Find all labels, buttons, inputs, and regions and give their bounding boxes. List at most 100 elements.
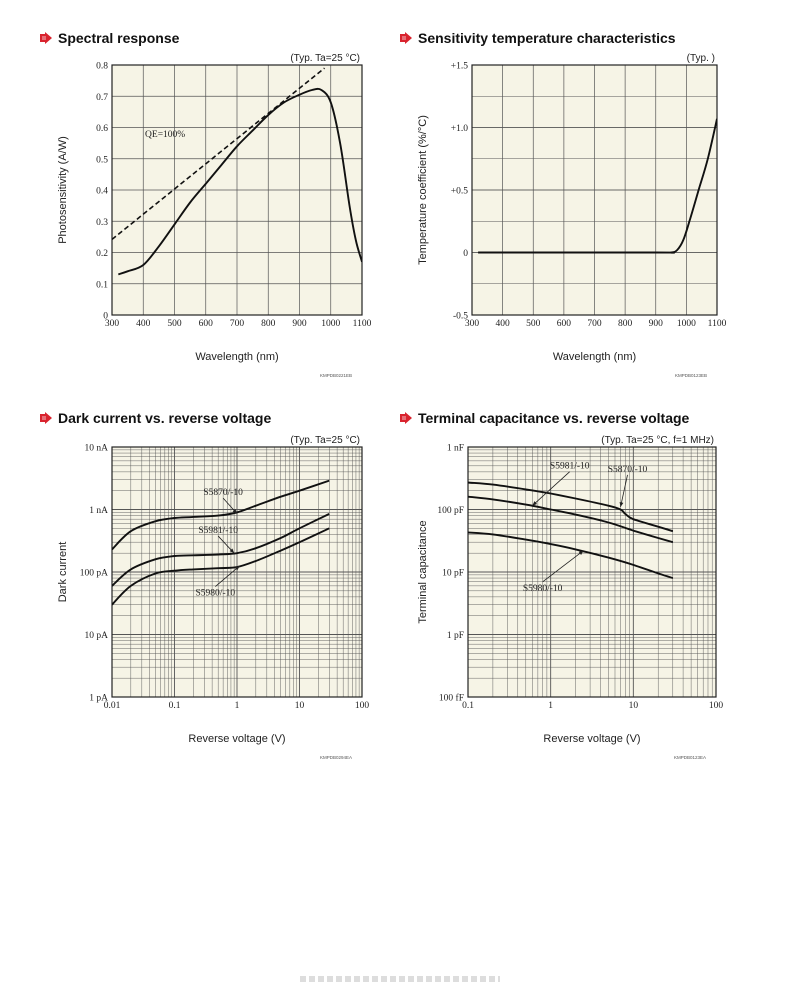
y-axis-label: Terminal capacitance: [417, 520, 429, 623]
grid: [467, 447, 716, 698]
y-tick-label: 1 nF: [447, 444, 464, 454]
y-tick-label: 10 pA: [85, 631, 109, 641]
series-line: [478, 118, 717, 254]
figure-code: KMPDB0221EB: [320, 373, 352, 378]
x-tick-label: 800: [261, 319, 276, 329]
y-tick-label: 0.7: [96, 93, 108, 103]
y-tick-label: 1 pA: [89, 694, 108, 704]
condition-label: (Typ. Ta=25 °C, f=1 MHz): [601, 435, 714, 446]
annotation-leader: [620, 474, 628, 507]
annotation-label: S5981/-10: [198, 526, 238, 536]
y-tick-label: 0.5: [96, 155, 108, 165]
x-tick-label: 400: [136, 319, 151, 329]
chart-title: Terminal capacitance vs. reverse voltage: [418, 410, 690, 426]
x-tick-label: 1000: [321, 319, 340, 329]
y-axis-label: Photosensitivity (A/W): [57, 136, 69, 244]
y-axis-label: Temperature coefficient (%/°C): [417, 115, 429, 265]
x-tick-label: 0.1: [462, 701, 474, 711]
annotation-arrowhead: [578, 550, 584, 555]
y-tick-label: 0.4: [96, 187, 108, 197]
annotation-label: S5980/-10: [196, 589, 236, 599]
y-tick-label: +1.0: [451, 124, 468, 134]
chart-svg: 300 400 500 600 700 800 900 1000 1100 0 0.1 0.2 0.3 0…: [57, 53, 372, 378]
chart-svg: 0.01 0.1 1 10 100 1 pA 10 pA 100 pA 1 nA 10 nA (Ty…: [57, 435, 369, 760]
y-tick-label: +1.5: [451, 62, 468, 72]
y-tick-label: 0.8: [96, 62, 108, 72]
x-tick-label: 1: [548, 701, 553, 711]
chart-title: Sensitivity temperature characteristics: [418, 30, 676, 46]
series-group: [478, 118, 717, 254]
x-tick-label: 0.1: [169, 701, 181, 711]
arrow-right-icon: [400, 412, 412, 424]
chart-panel-capacitance: Terminal capacitance vs. reverse voltage…: [400, 405, 780, 775]
chart-svg: 300 400 500 600 700 800 900 1000 1100 -0.5 0 +0.5 +1…: [417, 53, 727, 378]
y-tick-label: +0.5: [451, 187, 468, 197]
series-line: [112, 527, 330, 606]
annotation-label: QE=100%: [145, 130, 185, 140]
y-tick-label: -0.5: [453, 312, 468, 322]
y-tick-label: 0.2: [96, 249, 108, 259]
annotation-leader: [532, 471, 570, 507]
y-tick-label: 0.6: [96, 124, 108, 134]
x-tick-label: 700: [230, 319, 245, 329]
x-tick-label: 500: [167, 319, 182, 329]
annotation-arrowhead: [229, 548, 235, 554]
plot-frame: [111, 446, 363, 698]
plot-frame: [111, 64, 363, 316]
series-line: [468, 531, 674, 580]
series-line: [112, 513, 330, 587]
x-tick-label: 1000: [677, 319, 696, 329]
x-tick-label: 900: [292, 319, 307, 329]
x-tick-label: 1100: [708, 319, 727, 329]
y-axis-label: Dark current: [57, 542, 69, 603]
figure-code: KMPDB0294EA: [320, 755, 352, 760]
series-line: [468, 481, 674, 533]
x-axis-label: Reverse voltage (V): [188, 733, 285, 745]
x-tick-label: 900: [649, 319, 664, 329]
annotation-arrowhead: [234, 565, 240, 571]
y-tick-label: 0: [103, 312, 108, 322]
y-tick-label: 0: [463, 249, 468, 259]
plot-frame: [471, 64, 718, 316]
x-tick-label: 10: [629, 701, 639, 711]
series-line: [117, 87, 362, 276]
arrow-right-icon: [40, 32, 52, 44]
y-tick-label: 100 fF: [439, 693, 464, 704]
y-tick-label: 10 nA: [85, 444, 109, 454]
annotation-label: S5980/-10: [523, 584, 563, 594]
x-tick-label: 800: [618, 319, 633, 329]
chart-title: Dark current vs. reverse voltage: [58, 410, 272, 426]
footer-bar: [300, 976, 500, 982]
series-group: [112, 67, 362, 276]
y-tick-label: 100 pA: [80, 569, 108, 579]
annotation-label: S5870/-10: [203, 488, 243, 498]
x-tick-label: 1: [235, 701, 240, 711]
y-tick-label: 10 pF: [442, 569, 464, 579]
condition-label: (Typ. ): [687, 53, 715, 64]
x-tick-label: 100: [709, 701, 724, 711]
x-tick-label: 400: [496, 319, 511, 329]
arrow-right-icon: [400, 32, 412, 44]
series-line: [468, 495, 674, 544]
condition-label: (Typ. Ta=25 °C): [290, 53, 360, 64]
series-group: [468, 481, 674, 580]
x-tick-label: 1100: [353, 319, 372, 329]
annotation-label: S5870/-10: [608, 465, 648, 475]
series-line: [112, 67, 326, 241]
x-tick-label: 500: [526, 319, 541, 329]
y-tick-label: 1 pF: [447, 631, 464, 641]
arrow-right-icon: [40, 412, 52, 424]
chart-title: Spectral response: [58, 30, 180, 46]
x-tick-label: 300: [105, 319, 120, 329]
annotation-leader: [215, 565, 240, 587]
plot-frame: [467, 446, 717, 698]
annotation-label: S5981/-10: [550, 462, 590, 472]
x-tick-label: 600: [557, 319, 572, 329]
x-tick-label: 600: [199, 319, 214, 329]
condition-label: (Typ. Ta=25 °C): [290, 435, 360, 446]
figure-code: KMPDB0123EA: [674, 755, 706, 760]
annotation-leader: [542, 550, 584, 583]
y-tick-label: 1 nA: [89, 506, 108, 516]
x-tick-label: 700: [587, 319, 602, 329]
y-tick-label: 0.1: [96, 280, 108, 290]
